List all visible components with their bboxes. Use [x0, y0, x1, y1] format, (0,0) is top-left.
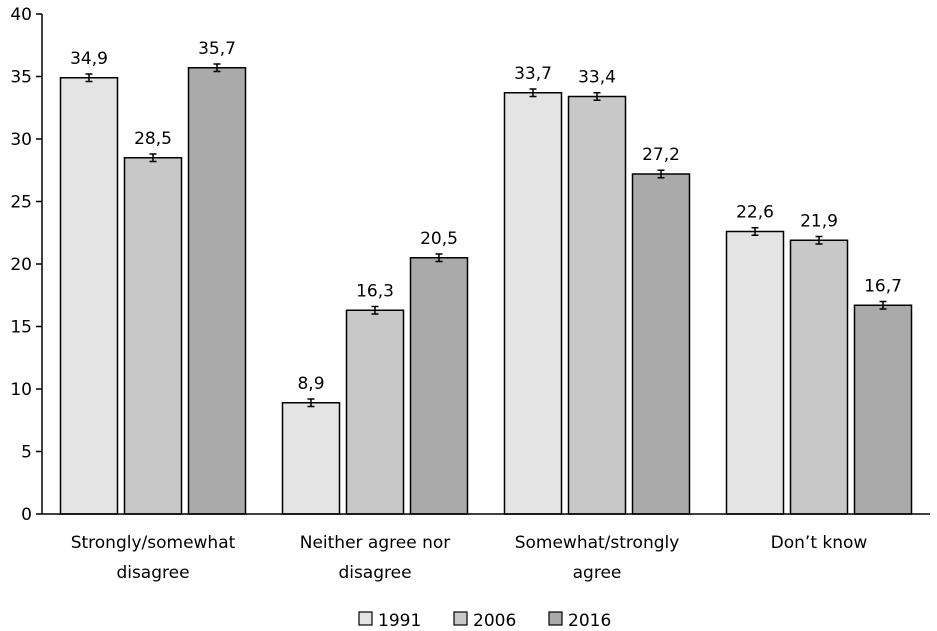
bar-2016-1: [409, 257, 469, 515]
y-tick-label: 15: [10, 318, 32, 338]
x-category-label: Strongly/somewhat: [71, 533, 236, 553]
bars: 34,9 28,5 35,7 8,9 16,3 20,5 33,7 33,4 27,2 22,6 2…: [59, 39, 913, 515]
legend: 1991 2006 2016: [358, 611, 611, 631]
y-axis: 0 5 10 15 20 25 30 35 40: [10, 5, 43, 525]
x-category-label: Somewhat/strongly: [515, 533, 680, 553]
bar-1991-2: [503, 92, 563, 515]
bar-2016-2: [631, 173, 691, 515]
data-label: 28,5: [134, 129, 172, 149]
y-tick-label: 20: [10, 255, 32, 275]
x-category-label: Neither agree nor: [300, 533, 451, 553]
x-category-label: disagree: [338, 563, 411, 583]
x-category-label: disagree: [116, 563, 189, 583]
data-label: 33,7: [514, 64, 552, 84]
data-label: 34,9: [70, 49, 108, 69]
y-tick-label: 40: [10, 5, 32, 25]
data-label: 16,7: [864, 276, 902, 296]
bar-2016-0: [187, 67, 247, 515]
y-tick-label: 10: [10, 380, 32, 400]
bar-2006-3: [789, 239, 849, 515]
bar-1991-1: [281, 402, 341, 515]
bar-2006-1: [345, 309, 405, 515]
legend-label-1991: 1991: [378, 611, 421, 631]
data-label: 16,3: [356, 281, 394, 301]
legend-swatch-2016: [548, 611, 563, 626]
data-label: 35,7: [198, 39, 236, 59]
bar-1991-0: [59, 77, 119, 515]
y-tick-label: 0: [21, 505, 32, 525]
bar-1991-3: [725, 230, 785, 515]
x-category-label: Don’t know: [771, 533, 868, 553]
y-tick-label: 25: [10, 193, 32, 213]
data-label: 8,9: [297, 374, 324, 394]
bar-2006-2: [567, 95, 627, 515]
data-label: 20,5: [420, 229, 458, 249]
legend-swatch-2006: [453, 611, 468, 626]
legend-label-2006: 2006: [473, 611, 516, 631]
y-tick-label: 35: [10, 68, 32, 88]
y-tick-label: 5: [21, 443, 32, 463]
legend-swatch-1991: [358, 611, 373, 626]
x-category-label: agree: [573, 563, 622, 583]
y-tick-label: 30: [10, 130, 32, 150]
data-label: 21,9: [800, 211, 838, 231]
data-label: 33,4: [578, 68, 616, 88]
data-label: 22,6: [736, 203, 774, 223]
bar-2006-0: [123, 157, 183, 515]
data-label: 27,2: [642, 145, 680, 165]
bar-2016-3: [853, 304, 913, 515]
x-axis: Strongly/somewhat disagree Neither agree n…: [42, 513, 930, 583]
legend-label-2016: 2016: [568, 611, 611, 631]
